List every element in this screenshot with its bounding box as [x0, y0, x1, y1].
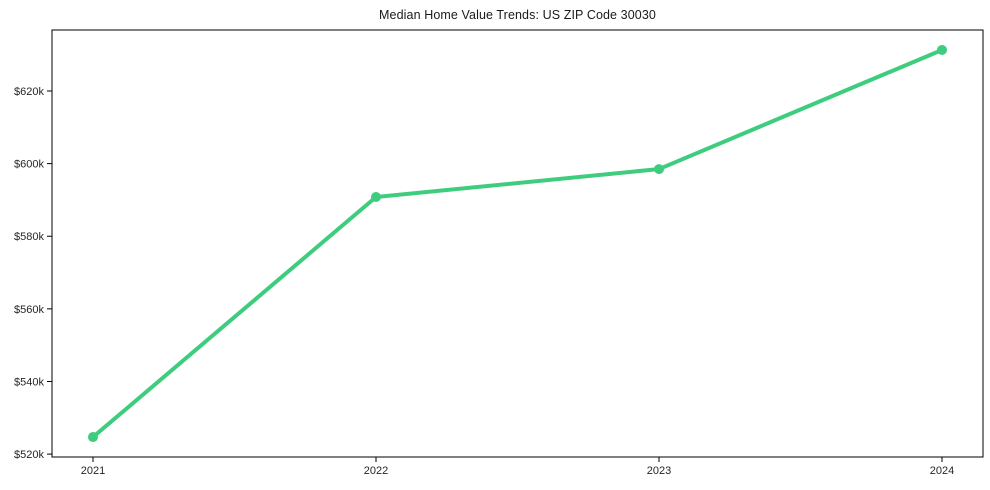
chart-title: Median Home Value Trends: US ZIP Code 30… [379, 8, 656, 22]
data-point-marker [371, 192, 381, 203]
y-tick-label: $620k [14, 86, 44, 98]
data-line [91, 47, 944, 440]
plot-border [51, 29, 984, 458]
x-tick-label: 2023 [647, 465, 671, 477]
data-point-marker [937, 44, 947, 55]
y-tick-label: $540k [14, 376, 44, 388]
x-tick-label: 2021 [81, 465, 105, 477]
y-tick-label: $580k [14, 231, 44, 243]
data-point-marker [654, 164, 664, 175]
y-tick-label: $600k [14, 159, 44, 171]
y-tick-label: $520k [14, 449, 44, 461]
x-tick-label: 2022 [364, 465, 388, 477]
data-point-marker [88, 432, 98, 443]
x-tick-label: 2024 [930, 465, 954, 477]
y-tick-label: $560k [14, 304, 44, 316]
